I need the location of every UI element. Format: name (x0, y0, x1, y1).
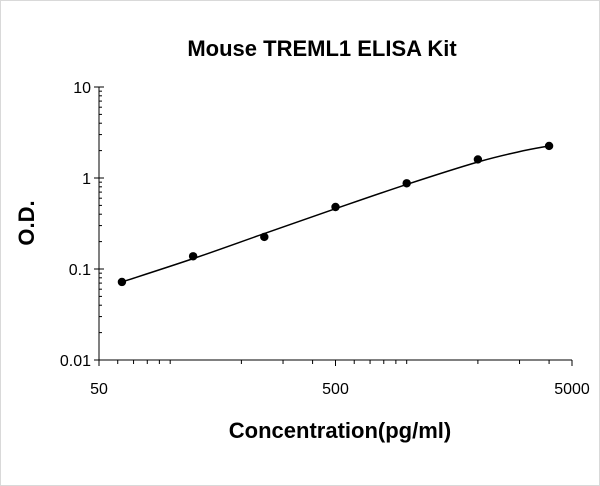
data-point (402, 179, 411, 188)
axes (94, 86, 573, 366)
x-tick-label: 500 (322, 381, 349, 398)
fit-curve (121, 145, 550, 283)
y-tick-label: 1 (82, 171, 91, 188)
x-tick-label: 50 (90, 381, 108, 398)
data-point (473, 155, 483, 164)
data-point (260, 232, 269, 242)
y-tick-label: 10 (73, 80, 91, 97)
y-axis-label: O.D. (14, 200, 39, 245)
x-tick-label: 5000 (554, 381, 590, 398)
chart-title: Mouse TREML1 ELISA Kit (187, 36, 457, 61)
data-point (331, 202, 340, 212)
data-point (188, 252, 198, 261)
data-point (117, 277, 127, 287)
x-axis-label: Concentration(pg/ml) (229, 418, 451, 443)
data-point (544, 141, 554, 151)
y-tick-label: 0.01 (60, 353, 91, 370)
data-points (117, 141, 554, 287)
y-tick-label: 0.1 (69, 262, 91, 279)
x-tick-labels: 50 500 5000 (90, 381, 590, 398)
y-tick-labels: 0.01 0.1 1 10 (60, 80, 91, 370)
